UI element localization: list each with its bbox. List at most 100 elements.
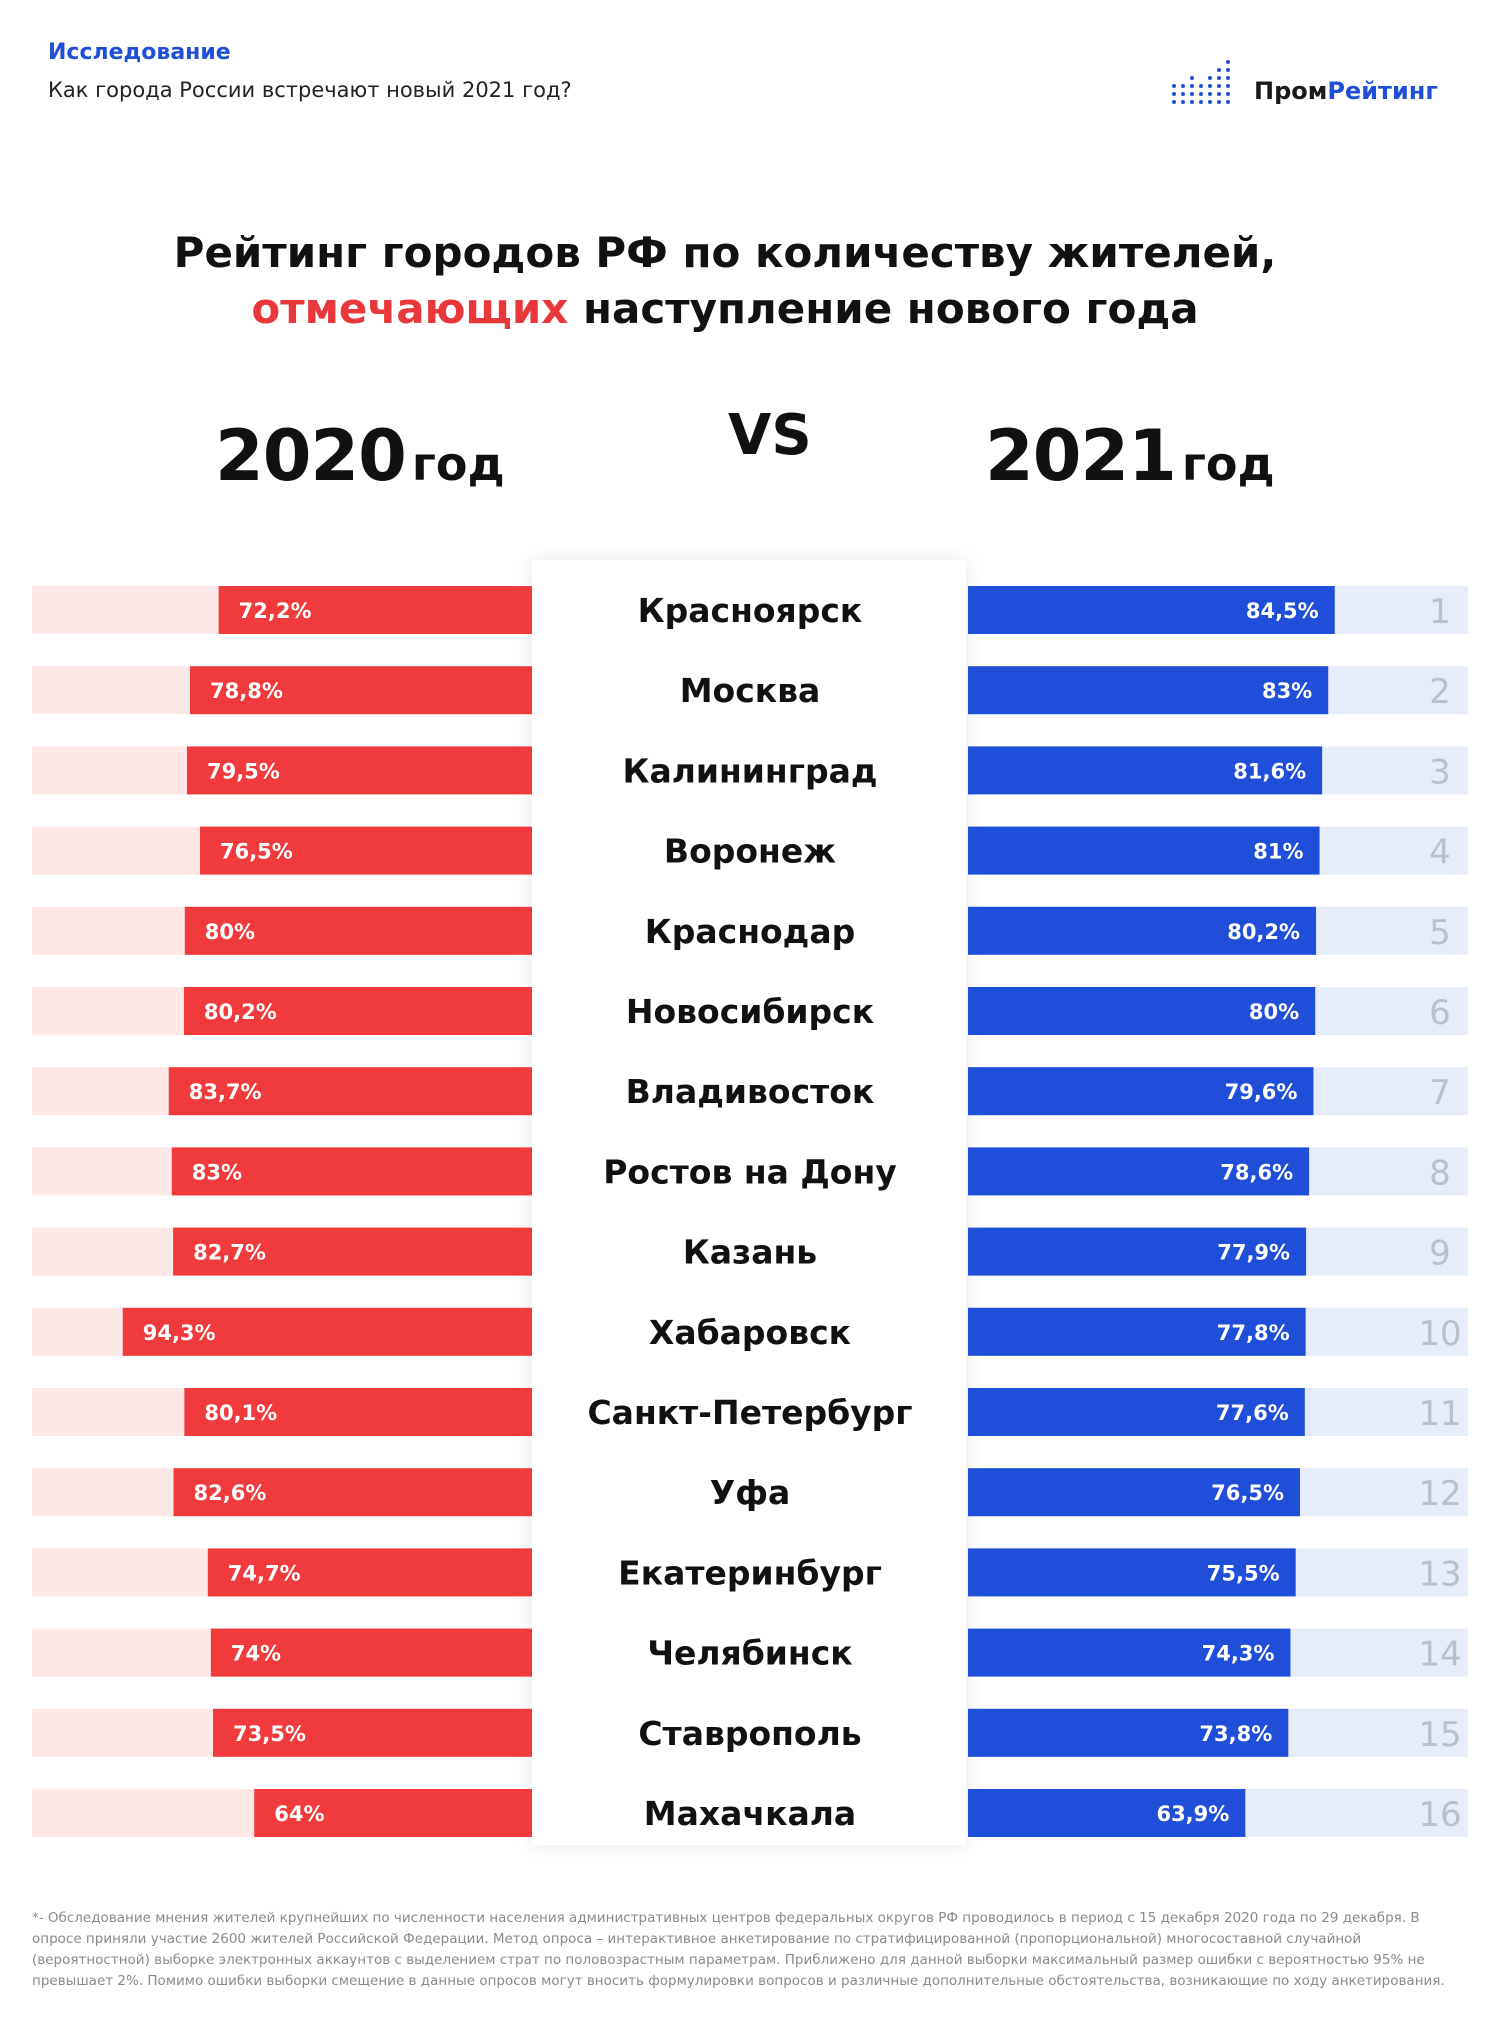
bar-label-2021: 75,5% xyxy=(1207,1561,1280,1585)
bar-label-2021: 83% xyxy=(1262,679,1312,703)
bar-2021 xyxy=(968,1067,1314,1116)
city-label: Ростов на Дону xyxy=(603,1152,897,1191)
bar-label-2020: 73,5% xyxy=(233,1722,306,1746)
rank-number: 4 xyxy=(1429,833,1451,873)
bar-label-2021: 73,8% xyxy=(1199,1722,1272,1746)
bar-label-2021: 84,5% xyxy=(1246,599,1319,623)
bar-2021 xyxy=(968,1548,1296,1597)
bar-2021 xyxy=(968,1147,1310,1196)
year-2020-heading: 2020 год xyxy=(215,415,505,497)
year-2021-number: 2021 xyxy=(985,415,1177,497)
bar-2021 xyxy=(968,1307,1306,1356)
logo-wordmark-part2: Рейтинг xyxy=(1327,77,1438,105)
city-names-panel xyxy=(532,560,966,1845)
bar-label-2020: 78,8% xyxy=(210,679,283,703)
bar-2021 xyxy=(968,1708,1289,1757)
city-label: Казань xyxy=(683,1233,817,1272)
logo-wordmark: ПромРейтинг xyxy=(1254,77,1438,105)
bar-2020 xyxy=(218,586,533,634)
bar-label-2020: 82,6% xyxy=(194,1481,267,1505)
bar-2021 xyxy=(968,586,1335,634)
bar-label-2020: 74% xyxy=(231,1642,281,1666)
rank-number: 5 xyxy=(1429,913,1451,953)
rank-number: 10 xyxy=(1418,1314,1461,1354)
bar-2020 xyxy=(213,1708,532,1757)
bar-2021 xyxy=(968,906,1317,955)
bar-label-2021: 79,6% xyxy=(1225,1080,1298,1104)
bar-label-2021: 78,6% xyxy=(1220,1160,1293,1184)
rank-number: 6 xyxy=(1429,993,1451,1033)
rank-number: 8 xyxy=(1429,1153,1451,1193)
bar-2020 xyxy=(199,826,533,875)
bar-2020 xyxy=(210,1628,532,1677)
comparison-bar-chart: 72,2% 84,5% 1 Красноярск 78,8% 83% 2 Москва 79,5… xyxy=(32,586,1468,1837)
year-2021-unit: год xyxy=(1181,437,1275,491)
bar-label-2020: 64% xyxy=(274,1802,324,1826)
bar-2020 xyxy=(173,1227,532,1276)
chart-title-line2: отмечающих наступление нового года xyxy=(0,284,1450,333)
bar-2020 xyxy=(190,666,532,715)
bar-label-2021: 80,2% xyxy=(1227,920,1300,944)
bar-label-2020: 82,7% xyxy=(193,1241,266,1265)
rank-number: 9 xyxy=(1429,1234,1451,1274)
city-label: Новосибирск xyxy=(626,992,874,1031)
bar-label-2021: 81% xyxy=(1253,840,1303,864)
rank-number: 2 xyxy=(1429,672,1451,712)
bar-2020 xyxy=(173,1468,533,1517)
rank-number: 11 xyxy=(1418,1394,1461,1434)
year-2020-number: 2020 xyxy=(215,415,407,497)
logo-bars-icon xyxy=(1172,60,1230,104)
city-label: Екатеринбург xyxy=(618,1553,882,1592)
bar-2020 xyxy=(184,906,533,955)
bar-2021 xyxy=(968,1628,1291,1677)
bar-label-2021: 74,3% xyxy=(1202,1642,1275,1666)
logo-wordmark-part1: Пром xyxy=(1254,77,1328,105)
bar-2021 xyxy=(968,666,1329,715)
bar-label-2020: 83,7% xyxy=(189,1080,262,1104)
vs-label: VS xyxy=(728,403,812,468)
city-label: Махачкала xyxy=(644,1794,856,1833)
city-label: Ставрополь xyxy=(638,1714,861,1753)
bar-2020 xyxy=(207,1548,532,1597)
bar-label-2021: 77,9% xyxy=(1217,1241,1290,1265)
bar-label-2020: 80% xyxy=(205,920,255,944)
kicker-label: Исследование xyxy=(48,40,231,65)
city-label: Хабаровск xyxy=(649,1313,851,1352)
chart-title-rest: наступление нового года xyxy=(568,284,1199,333)
rank-number: 14 xyxy=(1418,1635,1461,1675)
city-label: Челябинск xyxy=(647,1634,852,1673)
brand-logo: ПромРейтинг xyxy=(1170,58,1460,114)
bar-2021 xyxy=(968,1468,1301,1517)
rank-number: 1 xyxy=(1429,592,1451,632)
footnote: *- Обследование мнения жителей крупнейши… xyxy=(32,1910,1445,1989)
bar-2020 xyxy=(186,746,532,795)
city-label: Москва xyxy=(680,671,821,710)
bar-2021 xyxy=(968,1388,1305,1436)
year-2021-heading: 2021 год xyxy=(985,415,1275,497)
bar-2021 xyxy=(968,987,1316,1035)
bar-2021 xyxy=(968,1227,1307,1276)
bar-label-2021: 76,5% xyxy=(1211,1481,1284,1505)
bar-label-2020: 94,3% xyxy=(143,1321,216,1345)
bar-label-2020: 72,2% xyxy=(239,599,312,623)
bar-label-2021: 77,8% xyxy=(1217,1321,1290,1345)
rank-number: 15 xyxy=(1418,1715,1461,1755)
city-label: Краснодар xyxy=(645,912,855,951)
bar-2020 xyxy=(122,1307,532,1356)
bar-2021 xyxy=(968,746,1323,795)
bar-2021 xyxy=(968,1789,1246,1837)
bar-label-2021: 81,6% xyxy=(1233,759,1306,783)
bar-label-2020: 80,1% xyxy=(204,1401,277,1425)
rank-number: 13 xyxy=(1418,1554,1461,1594)
city-label: Калининград xyxy=(622,751,877,790)
city-label: Воронеж xyxy=(664,832,836,871)
bar-label-2021: 77,6% xyxy=(1216,1401,1289,1425)
city-label: Уфа xyxy=(710,1473,790,1512)
bar-2020 xyxy=(184,1388,532,1436)
rank-number: 7 xyxy=(1429,1073,1451,1113)
subtitle: Как города России встречают новый 2021 г… xyxy=(48,78,572,102)
rank-number: 3 xyxy=(1429,752,1451,792)
year-2020-unit: год xyxy=(411,437,505,491)
bar-label-2020: 76,5% xyxy=(220,840,293,864)
bar-2020 xyxy=(254,1789,533,1837)
